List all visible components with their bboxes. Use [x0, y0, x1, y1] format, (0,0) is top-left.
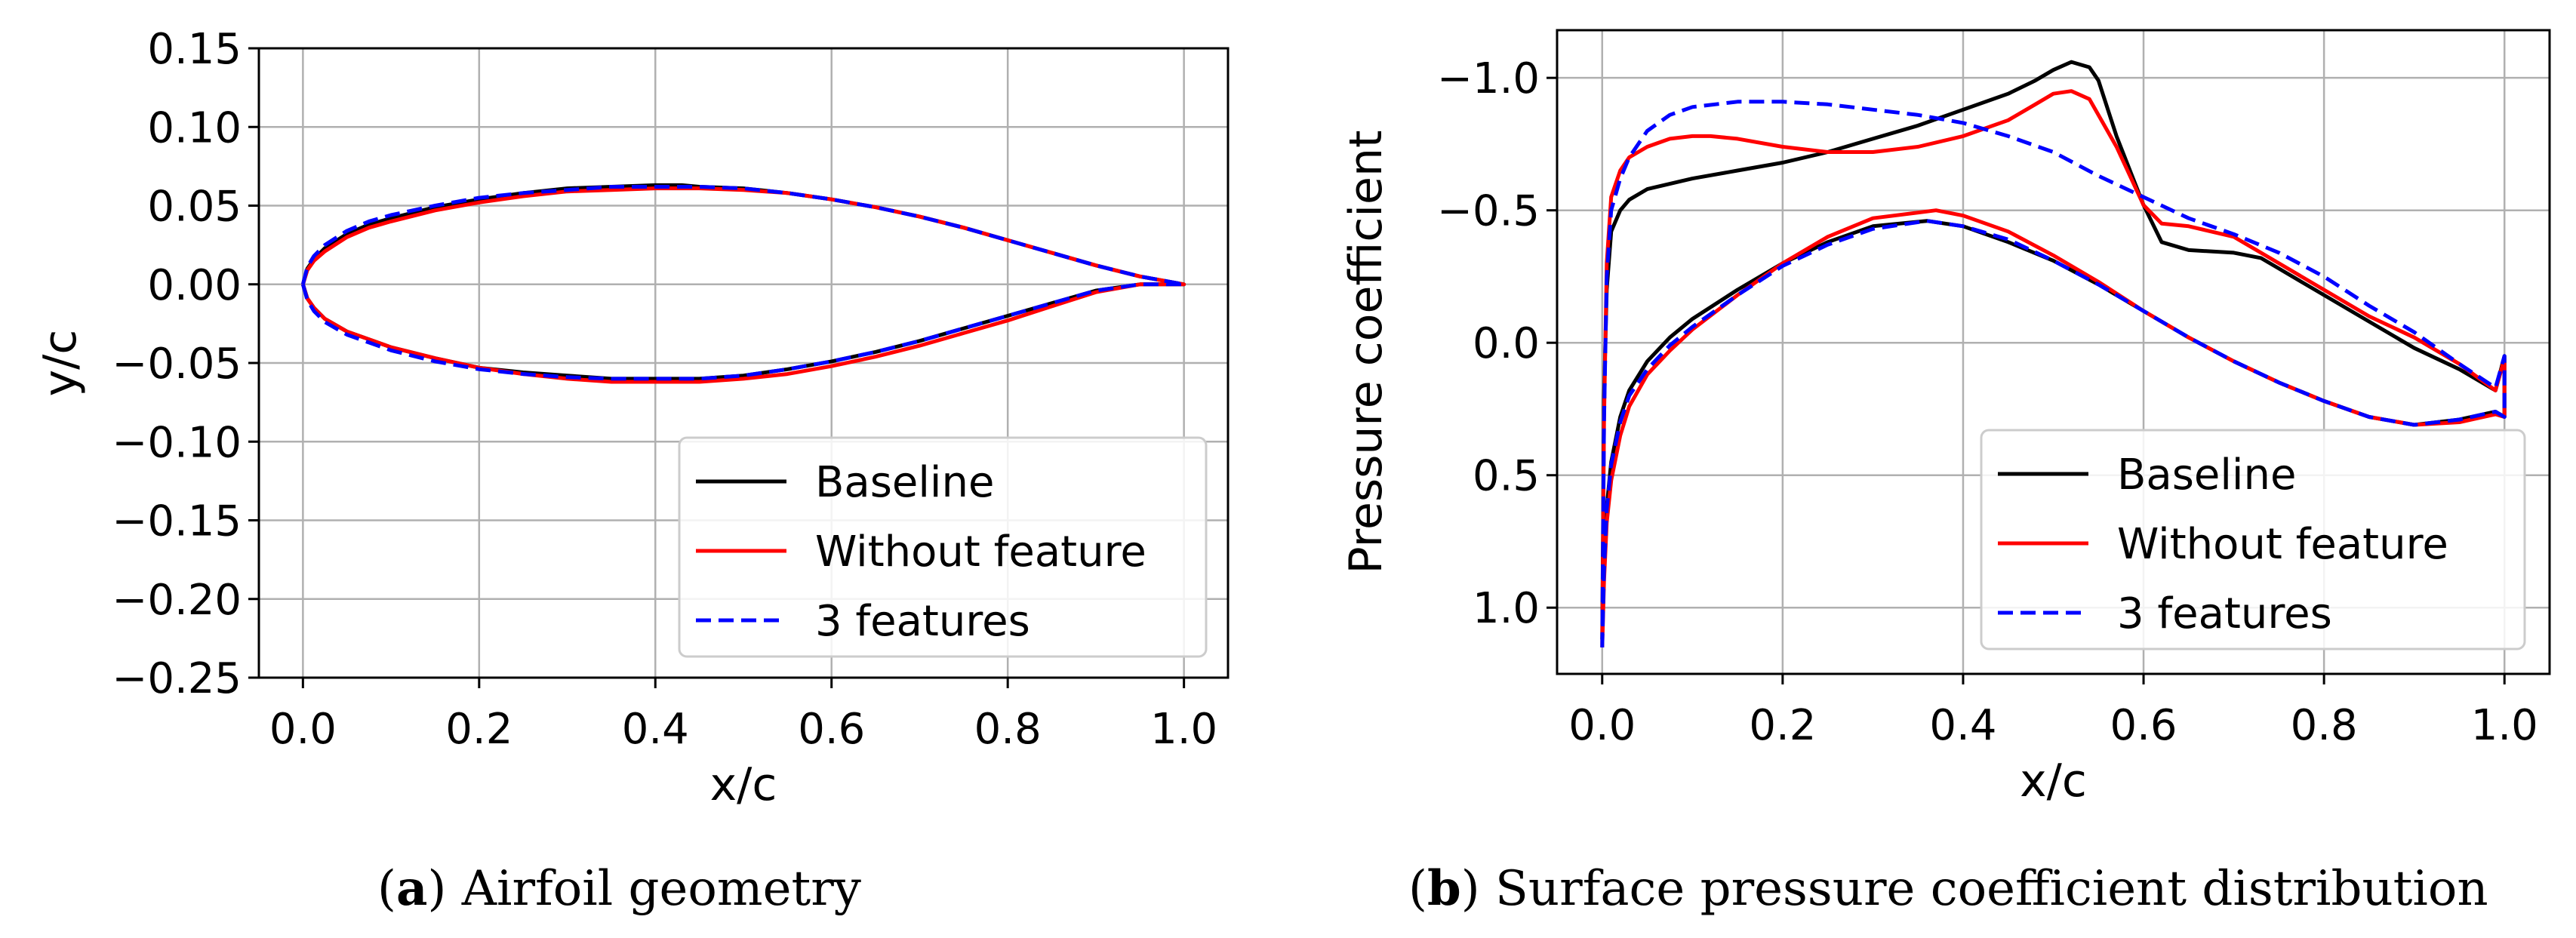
y-tick-label: 0.10 [147, 103, 242, 152]
series-group [300, 183, 1186, 384]
y-tick-label: −0.15 [112, 497, 242, 546]
x-tick-label: 1.0 [2471, 701, 2538, 750]
legend-label: 3 features [815, 597, 1030, 646]
x-tick-label: 0.6 [798, 705, 865, 754]
x-tick-label: 0.8 [974, 705, 1042, 754]
plot-frame [1556, 29, 2551, 675]
y-tick-label: −0.10 [112, 418, 242, 467]
x-axis-label: x/c [710, 758, 777, 811]
panel-b-pressure-coefficient: 0.0 0.2 0.4 0.6 0.8 1.0 −1.0 −0.5 0.0 0.5 1.0 x/c Pr… [1340, 29, 2551, 807]
x-tick-label: 0.6 [2110, 701, 2177, 750]
x-axis-label: x/c [2020, 755, 2087, 807]
legend-box [678, 436, 1208, 658]
x-tick-label: 0.4 [622, 705, 689, 754]
series-line-without-feature [1600, 89, 2507, 647]
y-tick-label: 0.0 [1473, 319, 1540, 368]
series-line-3-features [1600, 100, 2507, 647]
legend-label: 3 features [2117, 589, 2332, 638]
x-tick-label: 0.8 [2291, 701, 2358, 750]
x-tick-label: 0.0 [269, 705, 337, 754]
y-tick-label: 0.00 [147, 261, 242, 310]
y-axis-label: y/c [34, 330, 87, 397]
caption-a-letter: a [395, 860, 428, 917]
y-tick-label: −0.20 [112, 576, 242, 625]
y-tick-label: 0.05 [147, 183, 242, 232]
legend: Baseline Without feature 3 features [678, 436, 1208, 658]
y-axis-label: Pressure coefficient [1340, 130, 1393, 574]
y-tick-label: −0.05 [112, 340, 242, 389]
caption-b: (b) Surface pressure coefficient distrib… [1408, 860, 2488, 917]
y-tick-label: −0.5 [1437, 187, 1540, 236]
x-tick-label: 1.0 [1150, 705, 1217, 754]
panel-a-airfoil-geometry: 0.0 0.2 0.4 0.6 0.8 1.0 0.15 0.10 0.05 0.00 −0.05 −… [34, 25, 1230, 811]
x-tick-label: 0.4 [1929, 701, 1996, 750]
legend: Baseline Without feature 3 features [1980, 429, 2526, 650]
x-tick-label: 0.2 [1749, 701, 1816, 750]
y-tick-label: 0.5 [1473, 452, 1540, 501]
legend-label: Baseline [2117, 451, 2296, 500]
legend-box [1980, 429, 2526, 650]
legend-label: Without feature [2117, 520, 2448, 569]
legend-label: Baseline [815, 458, 994, 507]
caption-a: (a) Airfoil geometry [377, 860, 861, 917]
series-line-3-features [300, 185, 1186, 381]
caption-b-letter: b [1426, 860, 1461, 917]
y-tick-label: −1.0 [1437, 54, 1540, 103]
series-group [1600, 60, 2507, 647]
y-tick-label: 1.0 [1473, 584, 1540, 633]
caption-a-text: ) Airfoil geometry [427, 861, 861, 917]
series-line-baseline [300, 183, 1186, 381]
caption-b-text: ) Surface pressure coefficient distribut… [1460, 861, 2488, 917]
x-tick-label: 0.2 [445, 705, 512, 754]
y-tick-label: −0.25 [112, 654, 242, 703]
y-tick-label: 0.15 [147, 25, 242, 74]
legend-label: Without feature [815, 527, 1146, 577]
x-tick-label: 0.0 [1568, 701, 1636, 750]
